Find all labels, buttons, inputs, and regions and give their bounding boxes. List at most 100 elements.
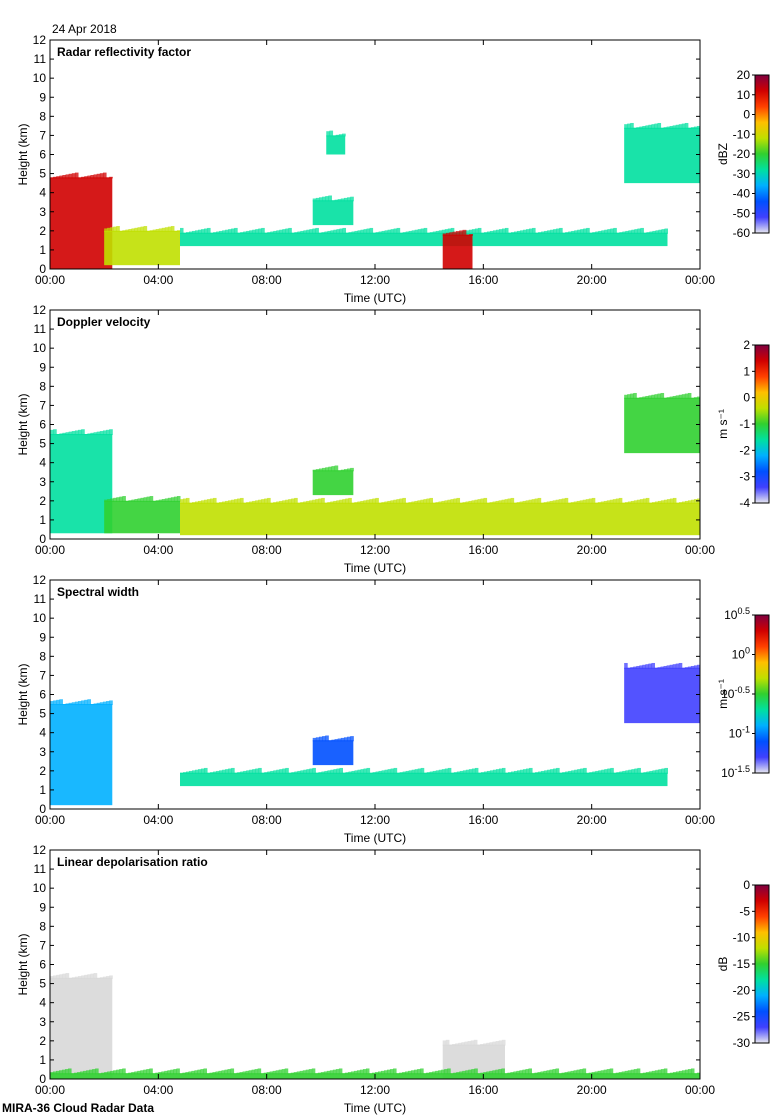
echo-edge xyxy=(331,200,336,202)
echo-edge xyxy=(438,501,443,504)
echo-edge xyxy=(693,126,698,129)
x-tick-label: 16:00 xyxy=(468,273,498,287)
echo-edge xyxy=(365,1068,370,1075)
echo-edge xyxy=(565,771,569,774)
echo-edge xyxy=(251,1069,256,1075)
echo-edge xyxy=(234,499,238,504)
echo-edge xyxy=(654,123,659,129)
echo-edge xyxy=(68,1068,72,1075)
echo-edge xyxy=(495,229,500,234)
echo-edge xyxy=(315,772,319,774)
echo-edge xyxy=(651,124,655,129)
echo-edge xyxy=(462,229,467,236)
y-tick-label: 11 xyxy=(34,592,47,606)
echo-region xyxy=(50,977,113,1079)
y-tick-label: 5 xyxy=(39,167,46,181)
echo-edge xyxy=(216,231,220,234)
x-tick-label: 12:00 xyxy=(360,1083,390,1097)
echo-edge xyxy=(661,229,665,234)
echo-edge xyxy=(628,769,632,774)
echo-edge xyxy=(492,1070,496,1075)
echo-edge xyxy=(234,227,238,234)
echo-edge xyxy=(651,502,656,504)
echo-edge xyxy=(50,976,54,979)
echo-edge xyxy=(312,499,316,504)
echo-edge xyxy=(83,1070,87,1075)
echo-edge xyxy=(331,739,336,742)
echo-edge xyxy=(56,699,60,706)
echo-edge xyxy=(294,232,298,234)
echo-edge xyxy=(207,499,211,504)
echo-edge xyxy=(213,497,217,504)
echo-edge xyxy=(267,232,271,234)
echo-edge xyxy=(125,500,129,502)
echo-edge xyxy=(684,1069,689,1075)
echo-edge xyxy=(660,127,665,129)
echo-edge xyxy=(678,394,683,399)
echo-edge xyxy=(285,767,289,774)
echo-edge xyxy=(328,466,332,472)
echo-edge xyxy=(192,502,196,504)
echo-edge xyxy=(381,502,385,504)
echo-edge xyxy=(348,232,353,234)
echo-edge xyxy=(74,172,79,179)
echo-edge xyxy=(510,1072,514,1075)
echo-edge xyxy=(68,431,73,436)
echo-edge xyxy=(561,498,566,504)
echo-edge xyxy=(501,1039,506,1046)
echo-edge xyxy=(131,499,135,502)
echo-edge xyxy=(122,496,126,502)
echo-edge xyxy=(664,228,668,234)
echo-edge xyxy=(511,771,515,774)
echo-edge xyxy=(666,397,671,399)
echo-edge xyxy=(696,396,700,399)
echo-edge xyxy=(411,769,416,774)
echo-edge xyxy=(690,397,695,399)
echo-edge xyxy=(636,127,640,129)
echo-edge xyxy=(498,229,503,234)
echo-layer xyxy=(50,392,700,536)
y-tick-label: 8 xyxy=(39,109,46,123)
echo-edge xyxy=(538,771,542,774)
echo-edge xyxy=(333,769,337,774)
echo-edge xyxy=(690,499,695,504)
echo-edge xyxy=(282,500,286,504)
echo-edge xyxy=(384,769,389,774)
echo-edge xyxy=(109,975,113,979)
echo-edge xyxy=(173,496,178,502)
echo-edge xyxy=(300,770,304,774)
echo-edge xyxy=(505,772,509,774)
echo-edge xyxy=(501,228,506,234)
echo-edge xyxy=(586,227,590,234)
echo-edge xyxy=(402,1072,406,1075)
echo-edge xyxy=(255,500,259,504)
echo-edge xyxy=(375,497,379,504)
echo-edge xyxy=(507,498,512,504)
echo-edge xyxy=(237,498,241,504)
colorbar xyxy=(754,74,770,234)
echo-edge xyxy=(134,499,139,502)
echo-edge xyxy=(210,232,214,234)
echo-edge xyxy=(445,1039,450,1046)
echo-edge xyxy=(627,667,631,669)
echo-edge xyxy=(486,502,491,504)
echo-edge xyxy=(604,769,608,774)
echo-edge xyxy=(149,1068,153,1075)
echo-edge xyxy=(343,197,348,202)
echo-edge xyxy=(600,501,605,504)
echo-edge xyxy=(690,665,695,669)
echo-edge xyxy=(279,500,283,504)
echo-edge xyxy=(636,665,640,669)
echo-edge xyxy=(556,228,560,234)
echo-edge xyxy=(315,499,319,504)
echo-edge xyxy=(486,1042,490,1046)
echo-edge xyxy=(143,1069,147,1075)
colorbar xyxy=(754,884,770,1044)
echo-edge xyxy=(505,227,509,234)
echo-edge xyxy=(489,230,494,234)
echo-edge xyxy=(285,499,289,504)
y-tick-label: 2 xyxy=(39,764,46,778)
echo-edge xyxy=(459,502,464,504)
echo-edge xyxy=(59,1070,63,1075)
echo-edge xyxy=(288,772,292,774)
